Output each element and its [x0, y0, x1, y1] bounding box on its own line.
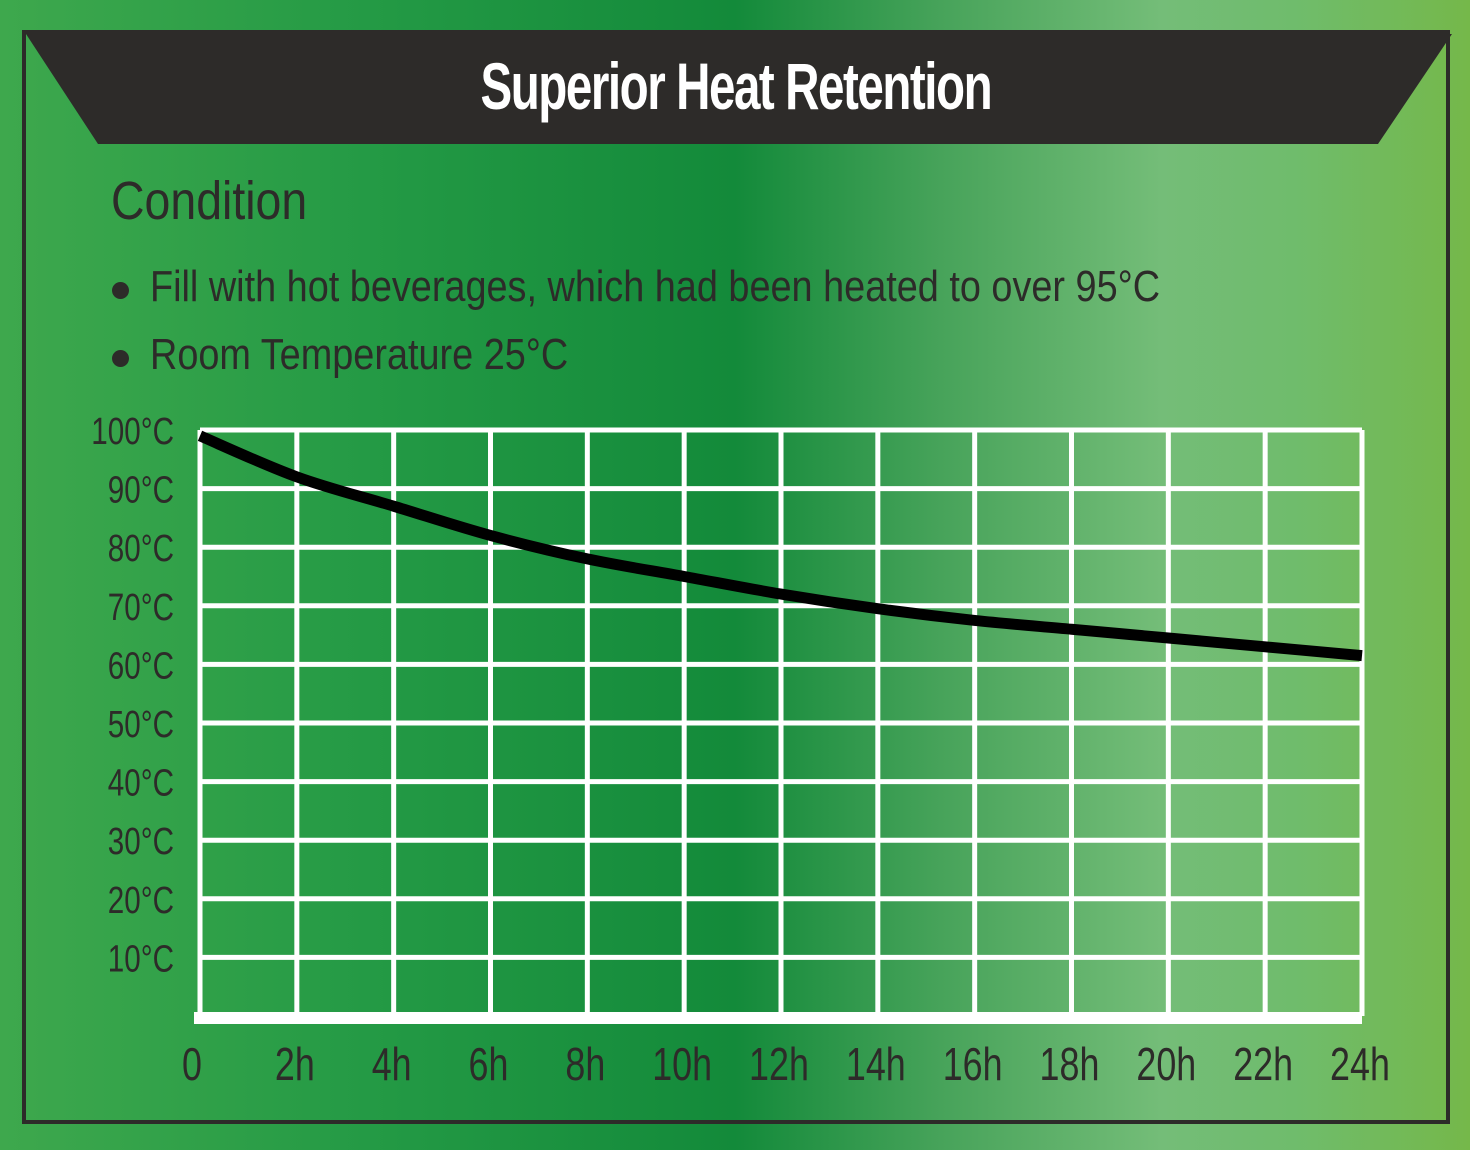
x-tick-label: 14h [846, 1039, 906, 1090]
y-tick-label: 10°C [108, 938, 174, 980]
y-tick-label: 30°C [108, 821, 174, 863]
temperature-curve [197, 430, 1363, 662]
chart-grid [194, 427, 1365, 1024]
x-tick-label: 2h [275, 1039, 315, 1090]
x-tick-label: 16h [943, 1039, 1003, 1090]
y-tick-label: 70°C [108, 586, 174, 628]
condition-item-text: Fill with hot beverages, which had been … [150, 262, 1161, 311]
x-tick-label: 22h [1233, 1039, 1293, 1090]
x-tick-label: 20h [1136, 1039, 1196, 1090]
x-axis: 0 2h 4h 6h 8h 10h 12h 14h 16h 18h 20h 22h 24h [182, 1039, 1390, 1090]
y-tick-label: 50°C [108, 704, 174, 746]
condition-item-text: Room Temperature 25°C [150, 330, 569, 379]
y-tick-label: 60°C [108, 645, 174, 687]
y-tick-label: 90°C [108, 469, 174, 511]
y-tick-label: 100°C [91, 411, 174, 453]
x-tick-label: 24h [1330, 1039, 1390, 1090]
page-title: Superior Heat Retention [480, 49, 992, 123]
bullet-icon [112, 282, 129, 299]
chart-frame [22, 30, 1450, 1124]
x-tick-label: 8h [565, 1039, 605, 1090]
x-tick-label: 4h [372, 1039, 412, 1090]
condition-heading: Condition [111, 171, 308, 231]
y-tick-label: 80°C [108, 528, 174, 570]
x-tick-label: 12h [749, 1039, 809, 1090]
x-tick-label: 18h [1040, 1039, 1100, 1090]
y-axis: 100°C 90°C 80°C 70°C 60°C 50°C 40°C 30°C 20°C 10°… [91, 411, 174, 981]
title-banner [26, 34, 1452, 144]
y-tick-label: 20°C [108, 879, 174, 921]
y-tick-label: 40°C [108, 762, 174, 804]
x-tick-label: 10h [652, 1039, 712, 1090]
x-tick-label: 6h [469, 1039, 509, 1090]
x-tick-label: 0 [182, 1039, 202, 1090]
bullet-icon [112, 350, 129, 367]
